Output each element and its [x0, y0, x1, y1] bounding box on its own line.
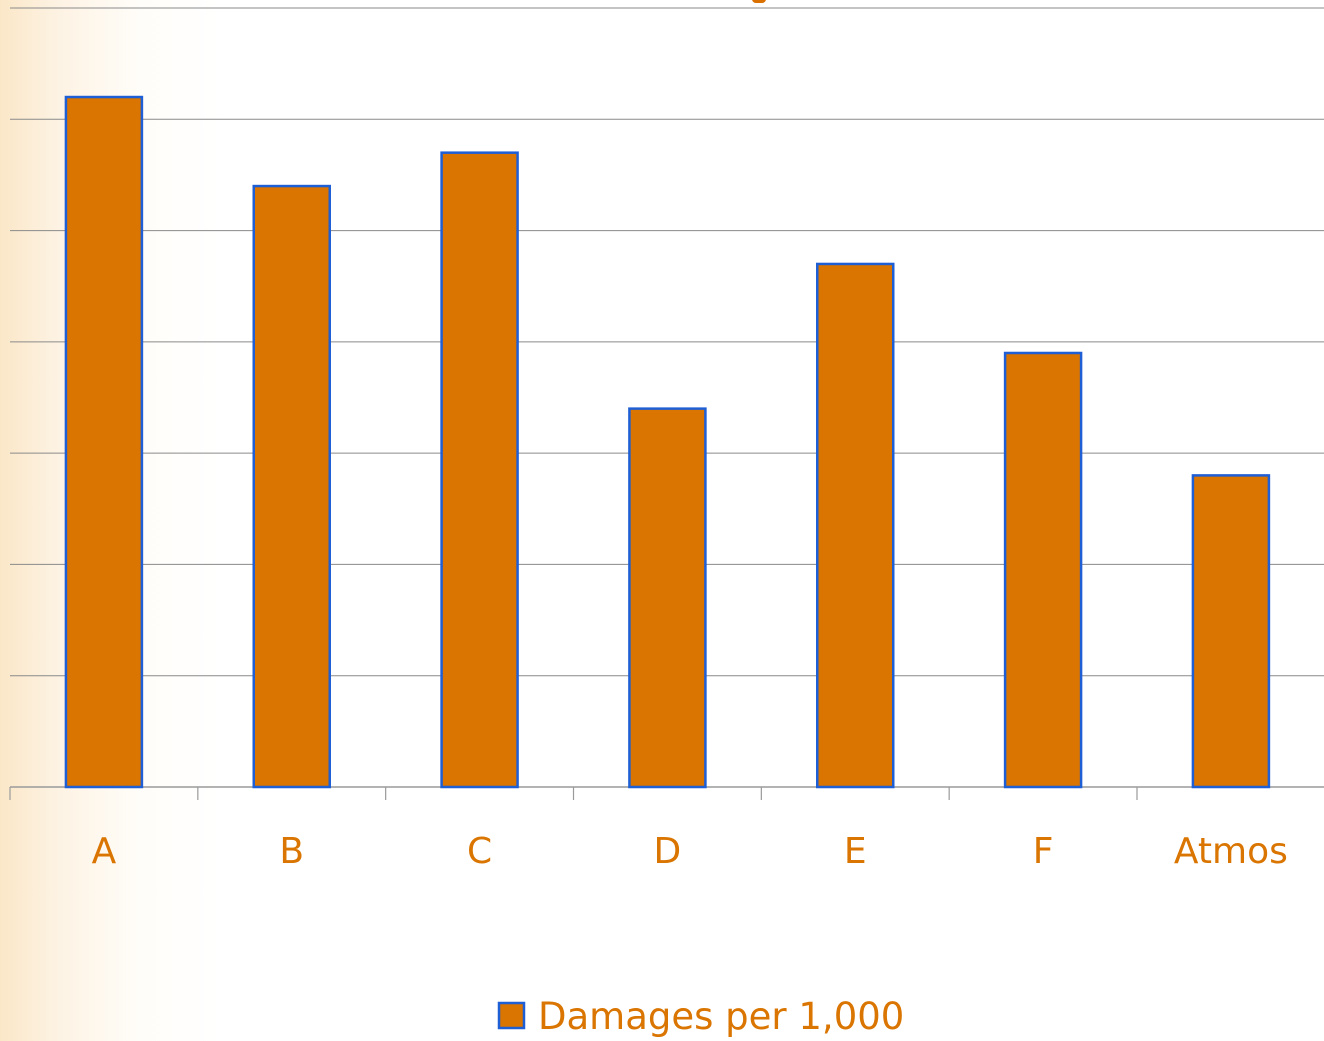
x-tick-label-d: D — [654, 831, 682, 872]
x-tick-label-atmos: Atmos — [1174, 831, 1288, 872]
x-tick-label-e: E — [844, 831, 867, 872]
x-tick-label-b: B — [279, 831, 304, 872]
legend-label: Damages per 1,000 — [538, 995, 904, 1038]
bar-d — [628, 407, 707, 789]
bar-f — [1003, 351, 1083, 789]
x-axis-labels: A B C D E F Atmos — [92, 831, 1288, 872]
bar-b — [252, 184, 331, 789]
x-tick-label-c: C — [467, 831, 492, 872]
bar-e — [816, 262, 895, 789]
legend-swatch — [497, 1001, 526, 1030]
bar-c — [440, 151, 519, 789]
legend: Damages per 1,000 — [497, 995, 904, 1038]
x-tick-label-f: F — [1033, 831, 1054, 872]
bar-a — [64, 95, 144, 789]
bars — [64, 95, 1271, 789]
x-axis — [9, 787, 1138, 800]
x-tick-label-a: A — [92, 831, 117, 872]
chart-title-fragment — [752, 0, 766, 3]
bar-atmos — [1191, 474, 1271, 789]
